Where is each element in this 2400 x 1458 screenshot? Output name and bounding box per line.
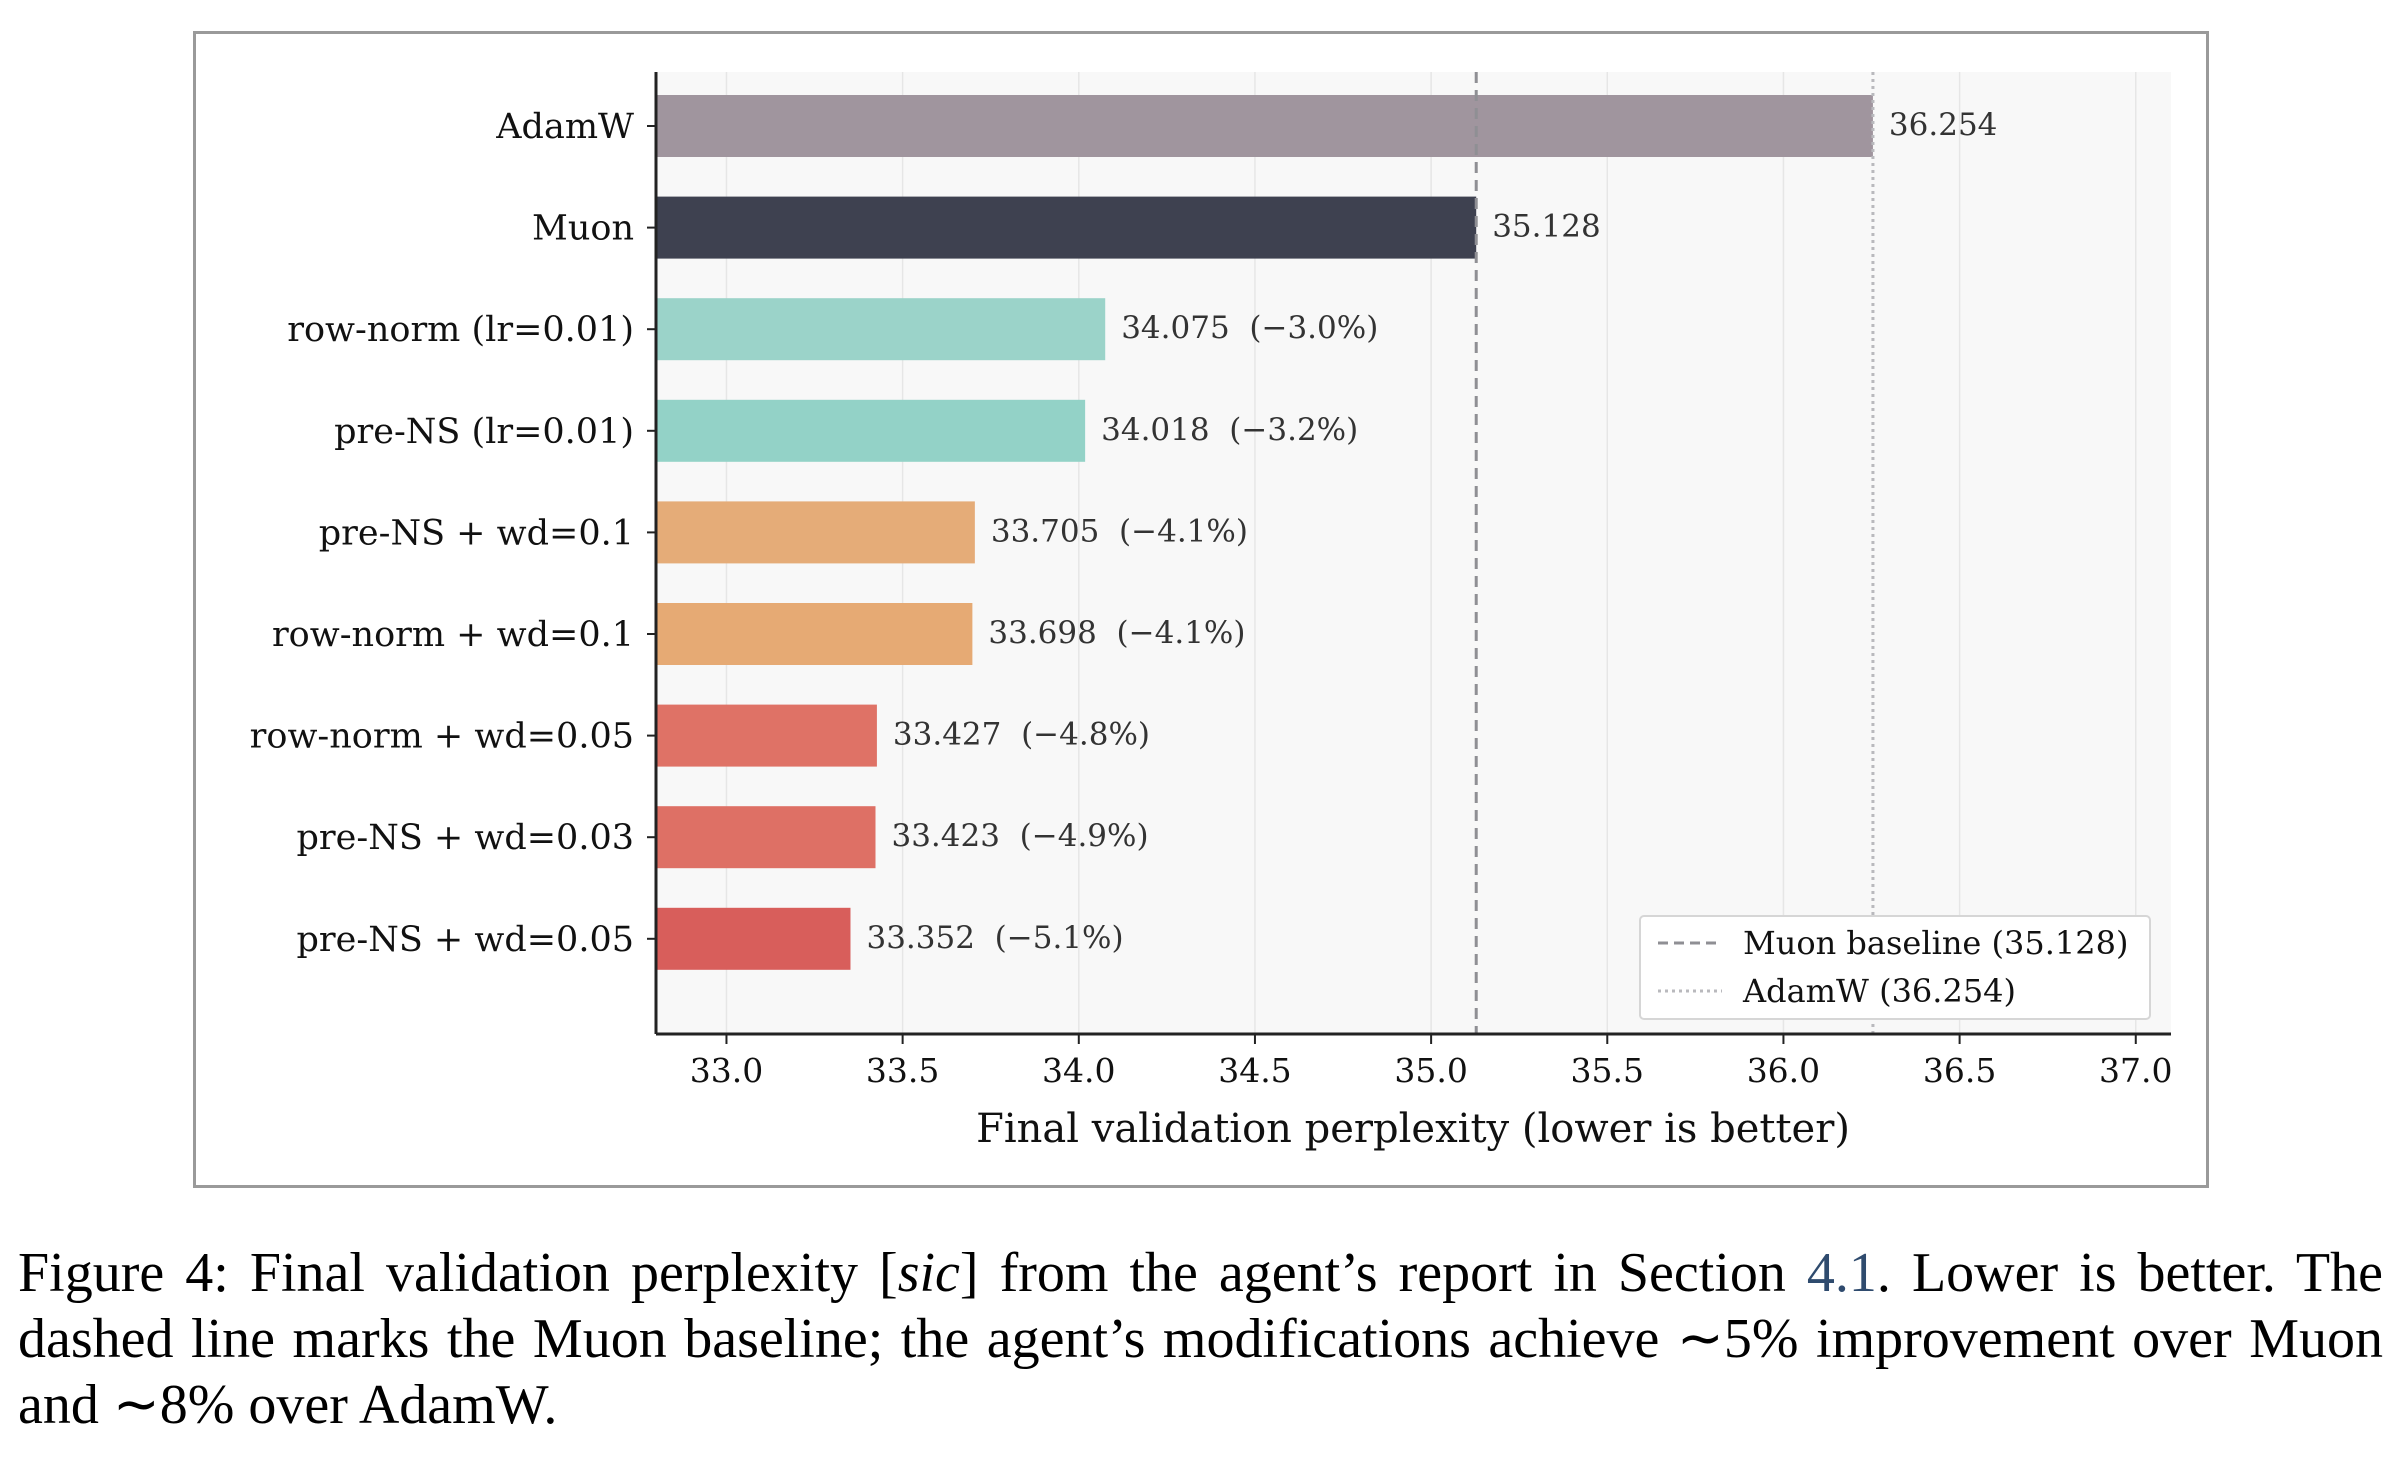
x-tick-label: 34.5 xyxy=(1218,1051,1291,1090)
x-tick-label: 37.0 xyxy=(2099,1051,2172,1090)
y-tick-label: pre-NS + wd=0.1 xyxy=(319,513,634,553)
caption-suffix: . Lower is better. The dashed line marks… xyxy=(18,1242,2383,1436)
reference-lines xyxy=(1474,72,1875,1034)
bar xyxy=(656,95,1873,157)
data-label: 36.254 xyxy=(1889,107,1997,143)
axes xyxy=(647,72,2171,1044)
bar-chart: 33.0 33.5 34.0 34.5 35.0 35.5 36.0 36.5 37.0 Adam… xyxy=(250,72,2173,1152)
bar xyxy=(656,501,975,564)
legend-muon-label: Muon baseline (35.128) xyxy=(1743,924,2128,962)
bar xyxy=(656,399,1086,462)
x-axis-title: Final validation perplexity (lower is be… xyxy=(976,1106,1850,1152)
data-label: 34.075 (−3.0%) xyxy=(1121,310,1378,346)
legend: Muon baseline (35.128) AdamW (36.254) xyxy=(1639,915,2151,1020)
y-tick-label: row-norm (lr=0.01) xyxy=(287,310,634,350)
x-tick-label: 33.5 xyxy=(866,1051,939,1090)
figure-caption: Figure 4: Final validation perplexity [s… xyxy=(18,1240,2383,1438)
caption-prefix: Figure 4: Final validation perplexity [ xyxy=(18,1242,898,1304)
data-label: 33.427 (−4.8%) xyxy=(893,717,1150,753)
labels: 33.0 33.5 34.0 34.5 35.0 35.5 36.0 36.5 37.0 Adam… xyxy=(250,107,2173,1090)
y-tick-label: Muon xyxy=(532,209,634,249)
caption-middle: ] from the agent’s report in Section xyxy=(959,1242,1807,1304)
y-tick-label: pre-NS (lr=0.01) xyxy=(334,412,634,452)
caption-sic: sic xyxy=(897,1242,960,1304)
x-tick-label: 33.0 xyxy=(690,1051,763,1090)
bar xyxy=(656,603,973,665)
y-tick-label: row-norm + wd=0.05 xyxy=(250,717,634,757)
bar xyxy=(656,907,851,970)
data-label: 33.423 (−4.9%) xyxy=(891,818,1148,854)
y-tick-label: pre-NS + wd=0.05 xyxy=(297,920,634,960)
x-tick-label: 36.5 xyxy=(1923,1051,1996,1090)
y-tick-label: pre-NS + wd=0.03 xyxy=(297,818,634,858)
bar xyxy=(656,806,876,869)
x-tick-label: 35.0 xyxy=(1394,1051,1467,1090)
data-label: 33.352 (−5.1%) xyxy=(866,920,1123,956)
bar xyxy=(656,704,877,767)
section-link[interactable]: 4.1 xyxy=(1806,1242,1877,1304)
data-label: 34.018 (−3.2%) xyxy=(1101,412,1358,448)
data-label: 33.705 (−4.1%) xyxy=(991,513,1248,549)
data-label: 33.698 (−4.1%) xyxy=(988,615,1245,651)
y-tick-label: AdamW xyxy=(495,107,634,147)
data-label: 35.128 xyxy=(1492,209,1600,245)
chart-frame: 33.0 33.5 34.0 34.5 35.0 35.5 36.0 36.5 37.0 Adam… xyxy=(193,31,2209,1188)
legend-adamw-label: AdamW (36.254) xyxy=(1742,972,2016,1010)
bar xyxy=(656,298,1106,361)
legend-box xyxy=(1639,915,2151,1020)
x-tick-label: 36.0 xyxy=(1747,1051,1820,1090)
x-tick-label: 35.5 xyxy=(1571,1051,1644,1090)
bars xyxy=(656,95,1873,970)
y-tick-label: row-norm + wd=0.1 xyxy=(272,615,634,655)
bar xyxy=(656,196,1477,259)
x-tick-label: 34.0 xyxy=(1042,1051,1115,1090)
